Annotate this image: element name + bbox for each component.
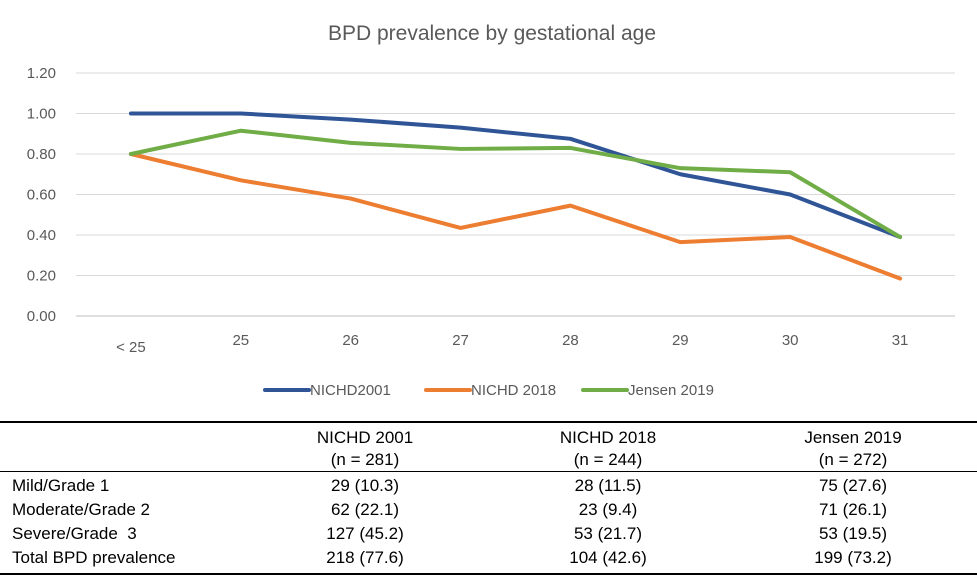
table-header-col-2: NICHD 2018 (n = 244) [488, 427, 728, 471]
table-row: Mild/Grade 1 29 (10.3) 28 (11.5) 75 (27.… [0, 474, 977, 498]
header-name: Jensen 2019 [804, 428, 902, 447]
header-n: (n = 281) [330, 450, 400, 469]
cell: 29 (10.3) [330, 476, 400, 495]
cell: 28 (11.5) [574, 476, 642, 495]
table-bottom-rule [0, 573, 977, 575]
cell: 71 (26.1) [818, 500, 888, 519]
header-n: (n = 244) [573, 450, 643, 469]
y-tick-label: 0.40 [27, 227, 56, 244]
cell: 127 (45.2) [326, 524, 404, 543]
y-tick-label: 0.80 [27, 146, 56, 163]
table-row: Total BPD prevalence 218 (77.6) 104 (42.… [0, 546, 977, 570]
series-line-1 [128, 111, 903, 240]
y-tick-label: 0.20 [27, 268, 56, 285]
row-label: Total BPD prevalence [12, 548, 176, 567]
y-tick-label: 0.00 [27, 308, 56, 325]
table-row: Moderate/Grade 2 62 (22.1) 23 (9.4) 71 (… [0, 498, 977, 522]
header-name: NICHD 2018 [559, 428, 657, 447]
table-header-col-3: Jensen 2019 (n = 272) [733, 427, 973, 471]
row-label: Mild/Grade 1 [12, 476, 110, 495]
x-tick-label: 30 [782, 332, 799, 349]
x-tick-label: 27 [452, 332, 469, 349]
cell: 23 (9.4) [578, 500, 638, 519]
legend-label: Jensen 2019 [628, 382, 714, 399]
series-line-3 [128, 128, 903, 240]
table-header-col-1: NICHD 2001 (n = 281) [245, 427, 485, 471]
cell: 62 (22.1) [330, 500, 400, 519]
x-tick-label: < 25 [116, 339, 146, 356]
row-label: Moderate/Grade 2 [12, 500, 150, 519]
header-n: (n = 272) [818, 450, 888, 469]
line-chart: BPD prevalence by gestational age 0.00 0.… [27, 22, 955, 399]
cell: 104 (42.6) [569, 548, 647, 567]
cell: 53 (21.7) [573, 524, 643, 543]
x-tick-label: 28 [562, 332, 579, 349]
series-line-2 [128, 152, 903, 281]
table-header-rule [0, 471, 977, 472]
cell: 199 (73.2) [814, 548, 892, 567]
y-tick-label: 1.20 [27, 65, 56, 82]
legend-label: NICHD 2018 [471, 382, 556, 399]
prevalence-table: NICHD 2001 (n = 281) NICHD 2018 (n = 244… [0, 421, 977, 576]
legend-label: NICHD2001 [310, 382, 391, 399]
table-top-rule [0, 421, 977, 423]
x-tick-label: 31 [892, 332, 909, 349]
x-tick-label: 25 [232, 332, 249, 349]
x-tick-label: 29 [672, 332, 689, 349]
cell: 53 (19.5) [818, 524, 888, 543]
table-row: Severe/Grade 3 127 (45.2) 53 (21.7) 53 (… [0, 522, 977, 546]
x-tick-label: 26 [342, 332, 359, 349]
y-tick-label: 0.60 [27, 187, 56, 204]
cell: 218 (77.6) [326, 548, 404, 567]
chart-title: BPD prevalence by gestational age [328, 22, 656, 45]
row-label: Severe/Grade 3 [12, 524, 137, 543]
header-name: NICHD 2001 [316, 428, 414, 447]
y-tick-label: 1.00 [27, 106, 56, 123]
cell: 75 (27.6) [818, 476, 888, 495]
